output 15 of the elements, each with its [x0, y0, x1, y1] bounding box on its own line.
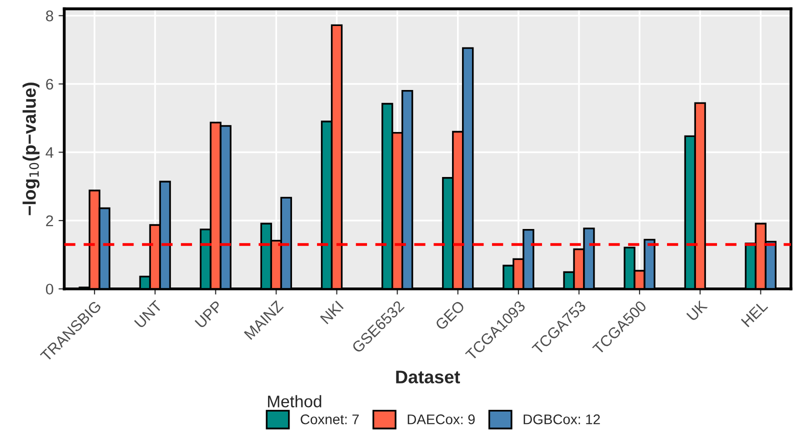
- y-tick-label: 6: [46, 78, 54, 90]
- legend-label: DAECox: 9: [408, 414, 475, 424]
- x-axis-title: Dataset: [396, 370, 460, 384]
- x-tick-label: HEL: [740, 300, 768, 328]
- legend-label: Coxnet: 7: [300, 414, 359, 424]
- legend-label: DGBCox: 12: [524, 414, 600, 424]
- y-tick-label: 2: [46, 215, 54, 226]
- y-tick-label: 8: [46, 10, 54, 22]
- legend-title: Method: [268, 395, 322, 408]
- y-tick-label: 4: [46, 147, 54, 158]
- x-tick-label: UK: [686, 300, 708, 322]
- x-tick-label: NKI: [320, 300, 344, 324]
- y-axis-title: −log$_{10}$(p−value): [22, 82, 40, 216]
- x-tick-label: UPP: [194, 300, 224, 329]
- y-tick-label: 0: [46, 284, 54, 295]
